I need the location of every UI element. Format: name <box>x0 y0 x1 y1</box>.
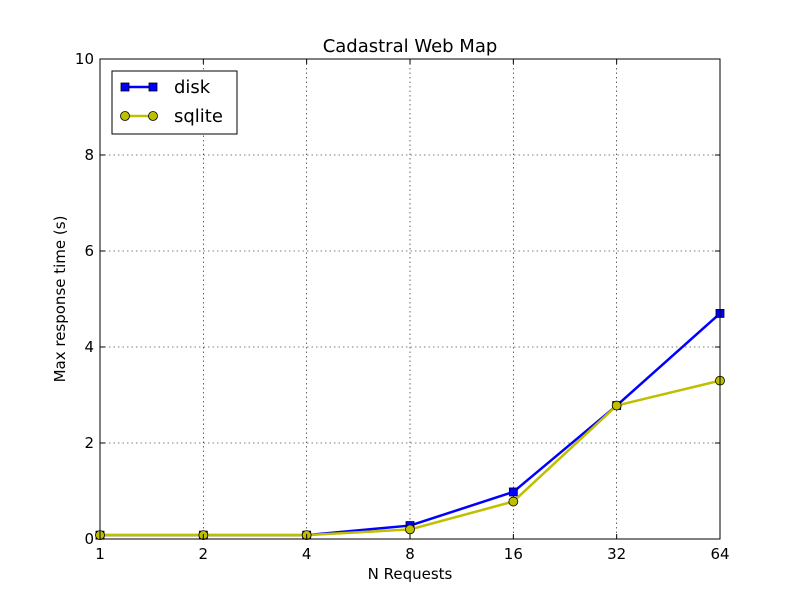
x-axis-label: N Requests <box>368 565 453 583</box>
legend-box <box>111 70 238 135</box>
x-tick-label: 8 <box>405 545 415 563</box>
legend-marker-sqlite <box>120 111 130 121</box>
data-point-sqlite <box>508 496 519 507</box>
x-tick-label: 64 <box>710 545 729 563</box>
axis-ticks: 1 2 4 8 16 32 64 0 2 4 6 8 10 <box>75 50 730 563</box>
legend-marker-sqlite <box>148 111 158 121</box>
legend-label-sqlite: sqlite <box>174 106 223 127</box>
x-tick-label: 4 <box>302 545 312 563</box>
x-tick-label: 32 <box>607 545 626 563</box>
y-tick-label: 2 <box>84 434 94 452</box>
data-point-sqlite <box>405 524 415 535</box>
legend-marker-disk <box>120 82 130 92</box>
x-tick-label: 1 <box>95 545 105 563</box>
legend-label-disk: disk <box>174 77 211 98</box>
y-tick-label: 10 <box>75 50 94 68</box>
legend: disk sqlite <box>111 70 238 135</box>
y-tick-label: 0 <box>84 530 94 548</box>
data-point-sqlite <box>611 400 622 411</box>
y-tick-label: 6 <box>84 242 94 260</box>
y-tick-label: 4 <box>84 338 94 356</box>
legend-marker-disk <box>148 82 158 92</box>
chart-title: Cadastral Web Map <box>323 36 498 57</box>
x-tick-label: 16 <box>504 545 523 563</box>
x-tick-label: 2 <box>199 545 209 563</box>
data-point-disk <box>508 487 518 497</box>
y-tick-label: 8 <box>84 146 94 164</box>
y-axis-label: Max response time (s) <box>51 216 69 383</box>
